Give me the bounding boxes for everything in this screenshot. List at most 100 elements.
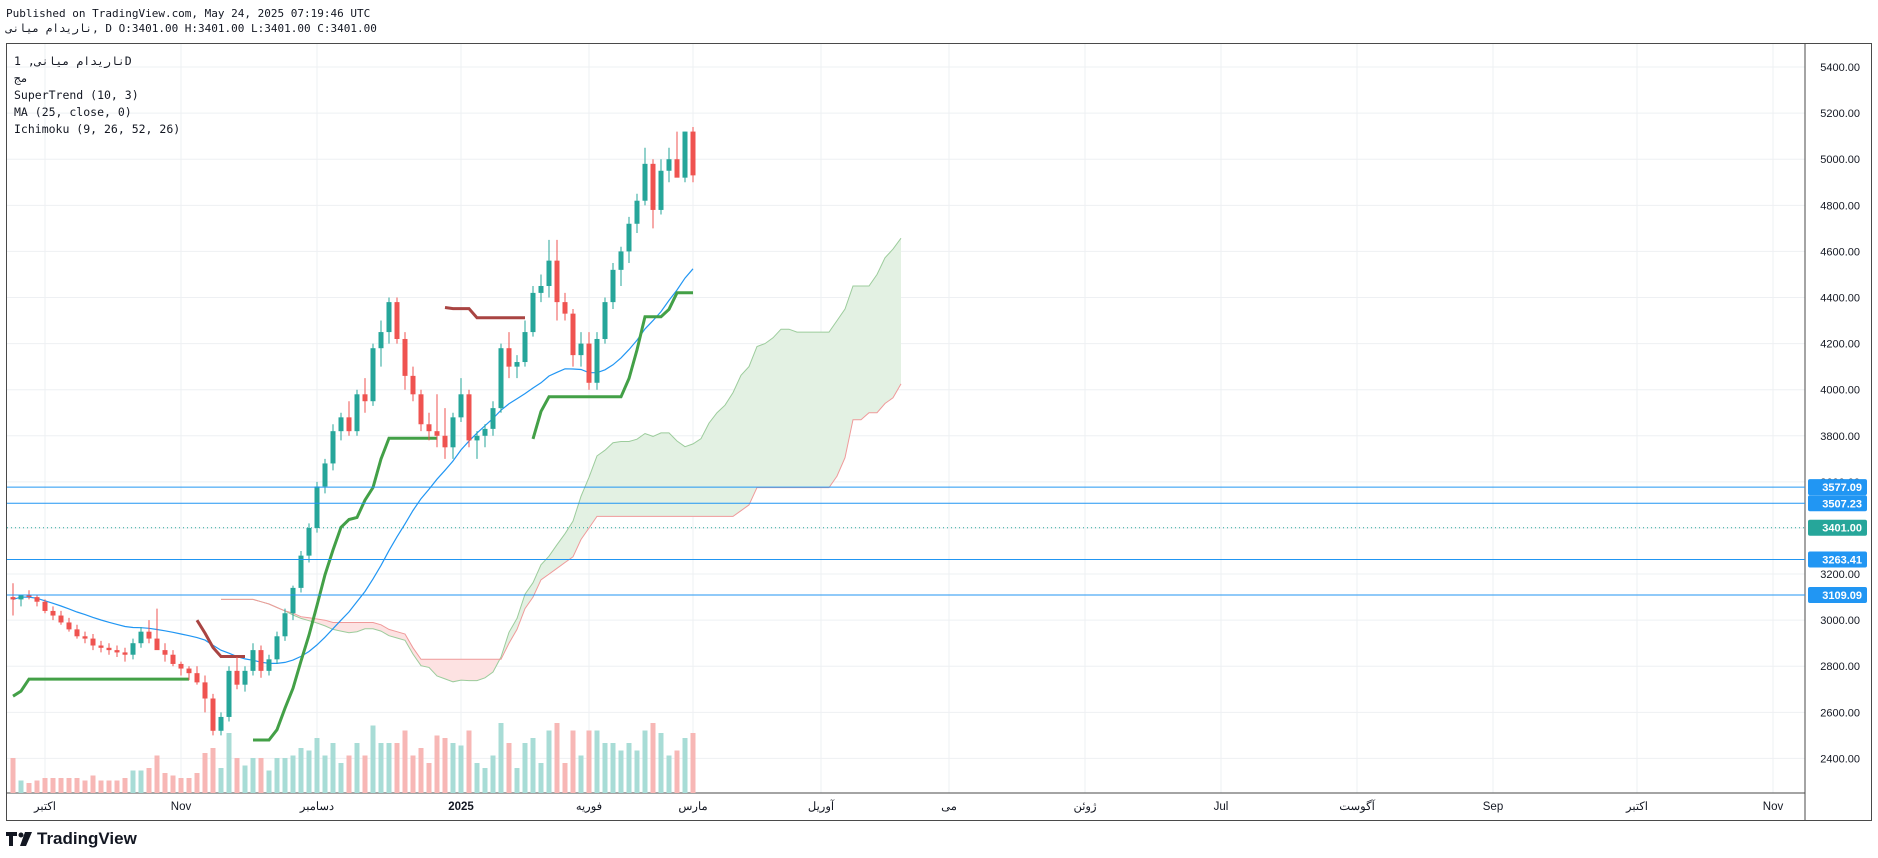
legend-ma[interactable]: MA (25, close, 0) bbox=[14, 105, 132, 119]
candle bbox=[474, 431, 480, 459]
candle-body bbox=[298, 555, 304, 588]
volume-bar bbox=[314, 738, 320, 793]
candle bbox=[410, 366, 416, 402]
candle bbox=[418, 389, 424, 432]
moving-average-line bbox=[12, 268, 694, 664]
ichimoku-cloud-segment bbox=[365, 622, 373, 629]
ichimoku-cloud-segment bbox=[805, 332, 813, 488]
ichimoku-cloud-segment bbox=[437, 659, 445, 679]
x-tick-label: آوریل bbox=[808, 798, 835, 813]
volume-bar bbox=[346, 755, 352, 793]
ichimoku-cloud-segment bbox=[829, 320, 837, 488]
candle bbox=[146, 620, 152, 644]
volume-bar bbox=[386, 743, 392, 793]
candle-body bbox=[194, 673, 200, 683]
volume-bar bbox=[218, 768, 224, 793]
candle-body bbox=[682, 131, 688, 178]
candle-body bbox=[330, 431, 336, 464]
volume-bar bbox=[658, 733, 664, 793]
ichimoku-cloud-segment bbox=[701, 423, 709, 517]
volume-bar bbox=[178, 778, 184, 793]
candle bbox=[274, 631, 280, 664]
candle-body bbox=[58, 615, 64, 623]
ichimoku-cloud-segment bbox=[861, 285, 869, 420]
candle-body bbox=[18, 594, 24, 600]
ichimoku-cloud-segment bbox=[733, 375, 741, 517]
candle bbox=[554, 239, 560, 321]
tradingview-logo[interactable]: TradingView bbox=[6, 829, 137, 849]
candle bbox=[618, 246, 624, 286]
volume-bar bbox=[434, 735, 440, 793]
volume-bar bbox=[34, 780, 40, 793]
volume-bar bbox=[674, 750, 680, 793]
volume-bar bbox=[562, 763, 568, 793]
candle-body bbox=[602, 302, 608, 339]
candle-body bbox=[282, 613, 288, 637]
candle bbox=[546, 239, 552, 298]
candle-body bbox=[186, 668, 192, 674]
volume-bar bbox=[322, 755, 328, 793]
legend-supertrend[interactable]: SuperTrend (10, 3) bbox=[14, 88, 139, 102]
legend-ichimoku[interactable]: Ichimoku (9, 26, 52, 26) bbox=[14, 122, 181, 136]
candle-body bbox=[354, 394, 360, 432]
candle bbox=[538, 274, 544, 303]
candle-body bbox=[506, 348, 512, 367]
volume-bar bbox=[618, 750, 624, 793]
volume-bar bbox=[594, 730, 600, 793]
volume-bar bbox=[498, 723, 504, 793]
volume-bar bbox=[578, 755, 584, 793]
volume-bar bbox=[690, 733, 696, 793]
volume-bar bbox=[258, 758, 264, 793]
candle bbox=[154, 608, 160, 651]
volume-bar bbox=[602, 743, 608, 793]
candle-body bbox=[346, 417, 352, 432]
candle bbox=[482, 424, 488, 448]
volume-bar bbox=[410, 755, 416, 793]
ichimoku-cloud-segment bbox=[717, 405, 725, 517]
candle-body bbox=[482, 428, 488, 436]
y-tick-label: 3000.00 bbox=[1820, 615, 1860, 627]
ichimoku-cloud-segment bbox=[325, 620, 333, 630]
x-tick-label: اکتبر bbox=[1625, 800, 1648, 813]
legend-symbol[interactable]: ناریدام میانی, 1D bbox=[14, 54, 132, 68]
candle-body bbox=[570, 313, 576, 356]
volume-bar bbox=[58, 778, 64, 793]
candle-body bbox=[658, 170, 664, 210]
ichimoku-cloud-segment bbox=[877, 257, 885, 413]
volume-bar bbox=[138, 770, 144, 793]
candle bbox=[114, 645, 120, 658]
candle-body bbox=[402, 338, 408, 376]
candle-body bbox=[634, 200, 640, 224]
candle bbox=[586, 332, 592, 390]
level-badge-label: 3577.09 bbox=[1822, 482, 1862, 494]
ichimoku-cloud-segment bbox=[445, 659, 453, 682]
level-badge-label: 3109.09 bbox=[1822, 590, 1862, 602]
y-tick-label: 5200.00 bbox=[1820, 108, 1860, 120]
ichimoku-cloud-segment bbox=[605, 442, 613, 517]
candles bbox=[10, 126, 696, 736]
candle bbox=[450, 412, 456, 459]
ichimoku-cloud-segment bbox=[349, 622, 357, 633]
ichimoku-cloud-segment bbox=[333, 622, 341, 632]
ichimoku-cloud-segment bbox=[781, 329, 789, 488]
volume-bar bbox=[370, 725, 376, 793]
candle bbox=[530, 285, 536, 337]
candle-body bbox=[146, 631, 152, 639]
candle-body bbox=[610, 269, 616, 303]
ichimoku-span-a bbox=[221, 237, 902, 683]
candle bbox=[522, 320, 528, 367]
candle-body bbox=[410, 375, 416, 395]
ichimoku-cloud-segment bbox=[629, 439, 637, 517]
volume-bar bbox=[330, 743, 336, 793]
y-tick-label: 5000.00 bbox=[1820, 154, 1860, 166]
candle-body bbox=[338, 417, 344, 432]
symbol-ohlc-caption: ناریدام میانی, D O:3401.00 H:3401.00 L:3… bbox=[6, 22, 377, 35]
volume-bar bbox=[42, 778, 48, 793]
ichimoku-cloud-segment bbox=[645, 433, 653, 517]
candle-body bbox=[322, 463, 328, 487]
ichimoku-cloud bbox=[221, 237, 902, 683]
candle bbox=[258, 645, 264, 678]
supertrend-up-line bbox=[253, 436, 437, 742]
ichimoku-cloud-segment bbox=[517, 594, 525, 630]
